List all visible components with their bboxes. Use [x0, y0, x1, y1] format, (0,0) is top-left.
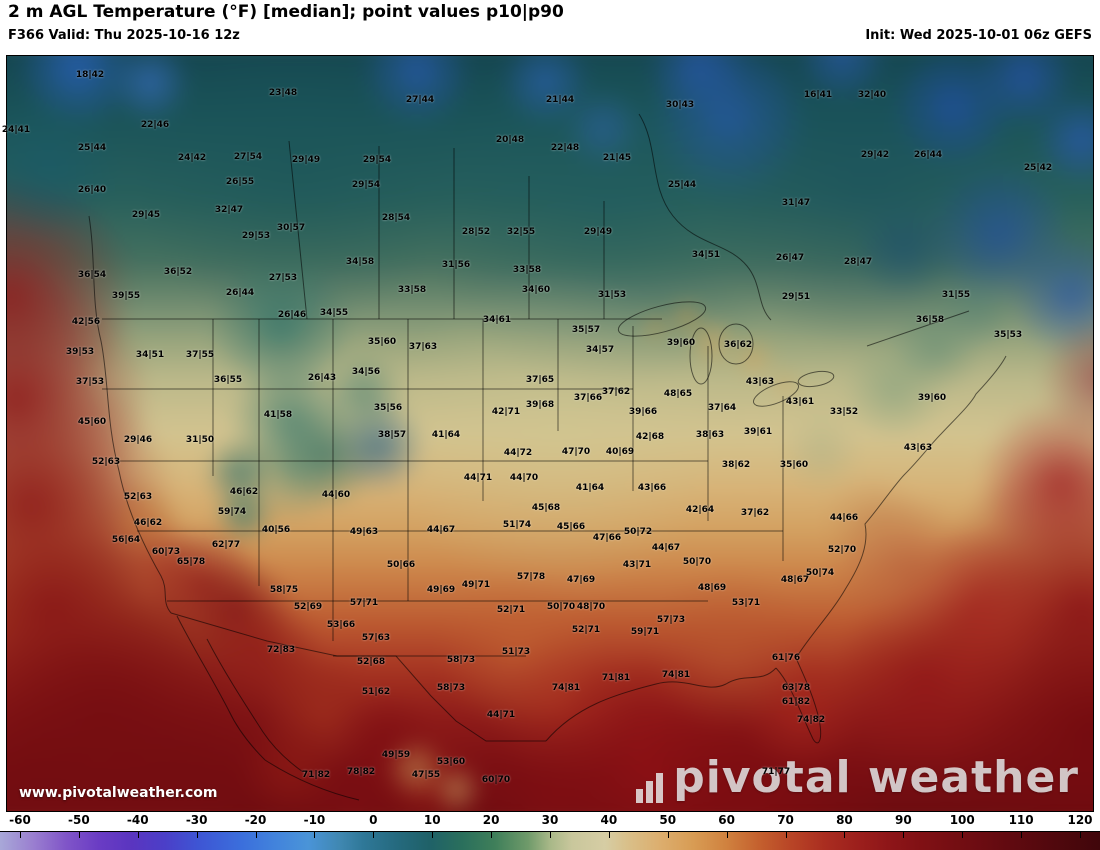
- colorbar-tick-labels: -60 -50 -40 -30 -20 -10 0 10 20 30 40 50 60 70 80 90 100…: [0, 813, 1100, 829]
- colorbar-tick-mark: [785, 832, 787, 838]
- brand-watermark: pivotal weather: [636, 752, 1079, 803]
- page-title: 2 m AGL Temperature (°F) [median]; point…: [8, 2, 564, 22]
- colorbar-tick-label: -40: [126, 813, 149, 827]
- colorbar-tick-mark: [20, 832, 21, 838]
- colorbar-tick-label: 30: [541, 813, 559, 827]
- colorbar-tick-mark: [844, 832, 846, 838]
- colorbar-tick-label: -30: [185, 813, 208, 827]
- brand-watermark-text: pivotal weather: [673, 752, 1079, 803]
- colorbar-tick-mark: [78, 832, 80, 838]
- init-time-label: Init: Wed 2025-10-01 06z GEFS: [865, 28, 1092, 43]
- colorbar-tick-mark: [962, 832, 964, 838]
- colorbar-tick-mark: [1021, 832, 1023, 838]
- colorbar-tick-label: 90: [894, 813, 912, 827]
- colorbar-footer: -60 -50 -40 -30 -20 -10 0 10 20 30 40 50 60 70 80 90 100…: [0, 812, 1100, 850]
- colorbar-tick-label: 110: [1008, 813, 1034, 827]
- colorbar-tick-mark: [432, 832, 434, 838]
- colorbar-tick-label: 40: [600, 813, 618, 827]
- map-area: www.pivotalweather.com pivotal weather: [6, 55, 1094, 812]
- colorbar-tick-mark: [137, 832, 139, 838]
- colorbar-tick-label: 10: [423, 813, 441, 827]
- colorbar-tick-mark: [667, 832, 669, 838]
- colorbar-tick-label: 100: [949, 813, 975, 827]
- colorbar-tick-mark: [196, 832, 198, 838]
- colorbar-tick-mark: [255, 832, 257, 838]
- header-subtitle-row: F366 Valid: Thu 2025-10-16 12z Init: Wed…: [8, 28, 1092, 43]
- watermark-url: www.pivotalweather.com: [19, 785, 218, 801]
- pivotal-logo-icon: [636, 769, 664, 803]
- colorbar-tick-label: 60: [718, 813, 736, 827]
- temperature-field: [7, 56, 1093, 811]
- colorbar-tick-label: 70: [777, 813, 794, 827]
- colorbar-tick-mark: [491, 832, 493, 838]
- colorbar-tick-label: -50: [68, 813, 90, 827]
- colorbar-tick-mark: [314, 832, 316, 838]
- valid-time-label: F366 Valid: Thu 2025-10-16 12z: [8, 28, 240, 43]
- colorbar-tick-label: -60: [9, 813, 31, 827]
- colorbar-tick-label: -10: [303, 813, 326, 827]
- colorbar-tick-mark: [608, 832, 610, 838]
- colorbar-tick-mark: [903, 832, 905, 838]
- colorbar-tick-label: 80: [836, 813, 853, 827]
- colorbar-tick-label: 20: [482, 813, 500, 827]
- state-borders: [88, 113, 1007, 801]
- colorbar-tick-label: 120: [1067, 813, 1093, 827]
- colorbar-tick-label: -20: [244, 813, 267, 827]
- colorbar-gradient: [0, 831, 1100, 850]
- header: 2 m AGL Temperature (°F) [median]; point…: [0, 0, 1100, 55]
- colorbar-tick-mark: [373, 832, 375, 838]
- colorbar-tick-mark: [550, 832, 551, 838]
- colorbar-tick-label: 0: [369, 813, 378, 827]
- colorbar-tick-label: 50: [659, 813, 677, 827]
- colorbar-tick-mark: [726, 832, 728, 838]
- colorbar-tick-mark: [1080, 832, 1081, 838]
